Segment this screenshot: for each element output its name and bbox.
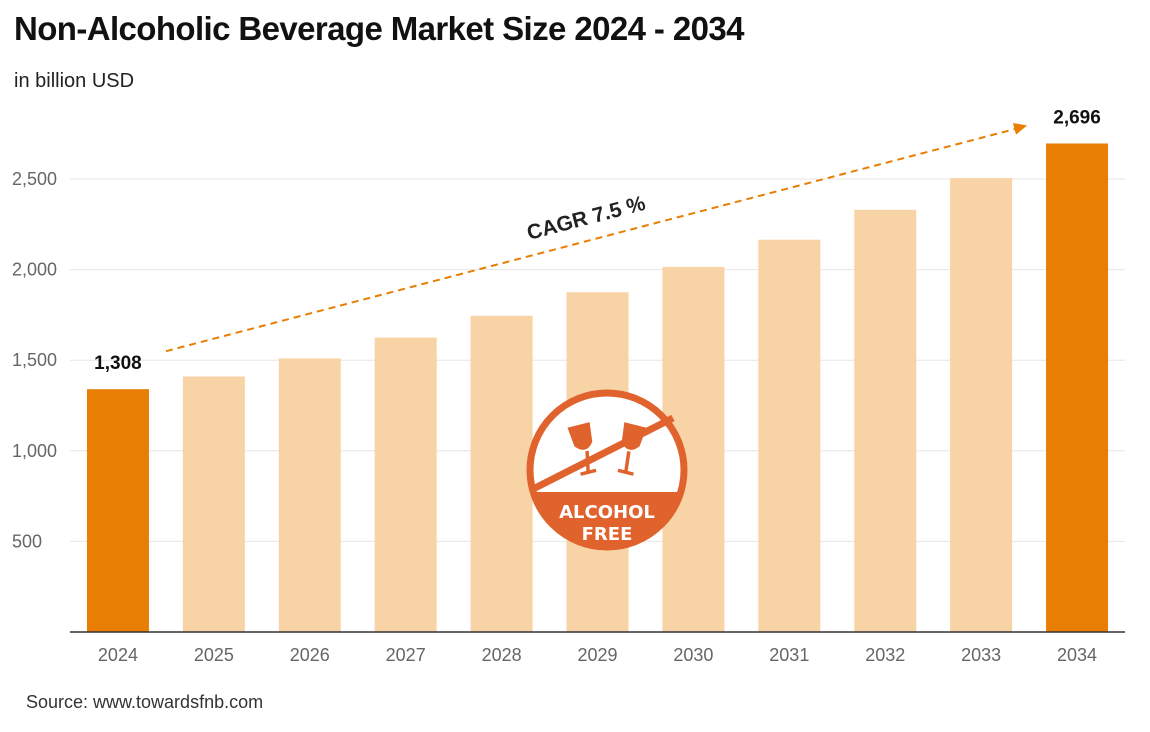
x-tick-label: 2024 <box>98 645 138 665</box>
right-stem <box>624 451 631 472</box>
y-tick-label: 1,500 <box>12 350 57 370</box>
bar-2034 <box>1046 143 1109 632</box>
chart-title: Non-Alcoholic Beverage Market Size 2024 … <box>14 10 744 47</box>
data-labels: 1,308 2,696 <box>94 107 1101 374</box>
x-tick-label: 2034 <box>1057 645 1097 665</box>
bar-2032 <box>854 209 917 632</box>
badge-slash <box>533 414 675 492</box>
bar-2024 <box>86 389 149 632</box>
source-note: Source: www.towardsfnb.com <box>26 692 264 712</box>
left-glass <box>567 422 593 450</box>
y-tick-label: 1,000 <box>12 441 57 461</box>
badge-ring <box>526 389 688 551</box>
x-tick-label: 2029 <box>577 645 617 665</box>
bar-2027 <box>374 337 437 632</box>
left-stem <box>585 450 590 472</box>
badge-line1: ALCOHOL <box>559 502 655 523</box>
bar-2025 <box>182 376 245 632</box>
right-glass <box>621 422 647 450</box>
x-tick-label: 2033 <box>961 645 1001 665</box>
y-axis: 500 1,000 1,500 2,000 2,500 <box>12 169 57 551</box>
x-tick-label: 2025 <box>194 645 234 665</box>
y-tick-label: 2,000 <box>12 260 57 280</box>
bar-2026 <box>278 358 341 632</box>
x-tick-label: 2030 <box>673 645 713 665</box>
data-label-2024: 1,308 <box>94 353 142 374</box>
chart-subtitle: in billion USD <box>14 70 135 92</box>
cagr-arrow-head <box>1012 122 1028 135</box>
y-tick-label: 500 <box>12 531 42 551</box>
x-tick-label: 2032 <box>865 645 905 665</box>
x-tick-label: 2026 <box>290 645 330 665</box>
cagr-arrow-line <box>165 127 1018 353</box>
right-base <box>617 468 634 476</box>
x-tick-label: 2027 <box>386 645 426 665</box>
left-base <box>580 468 597 476</box>
bar-2033 <box>950 178 1013 632</box>
data-label-2034: 2,696 <box>1053 107 1101 128</box>
bar-2028 <box>470 315 533 632</box>
x-axis: 2024 2025 2026 2027 2028 2029 2030 2031 2032 2033… <box>70 631 1125 665</box>
x-tick-label: 2031 <box>769 645 809 665</box>
badge-line2: FREE <box>582 524 633 545</box>
bar-2031 <box>758 239 821 632</box>
y-tick-label: 2,500 <box>12 169 57 189</box>
no-wine-glasses-icon <box>567 422 647 476</box>
bars <box>86 143 1109 632</box>
cagr-label: CAGR 7.5 % <box>525 192 649 245</box>
x-tick-label: 2028 <box>482 645 522 665</box>
